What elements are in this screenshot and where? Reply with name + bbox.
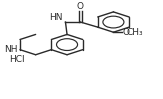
- Text: O: O: [122, 28, 129, 37]
- Text: HN: HN: [49, 13, 62, 22]
- Text: CH₃: CH₃: [126, 28, 143, 37]
- Text: NH: NH: [4, 45, 18, 54]
- Text: HCl: HCl: [9, 55, 24, 64]
- Text: O: O: [77, 2, 84, 11]
